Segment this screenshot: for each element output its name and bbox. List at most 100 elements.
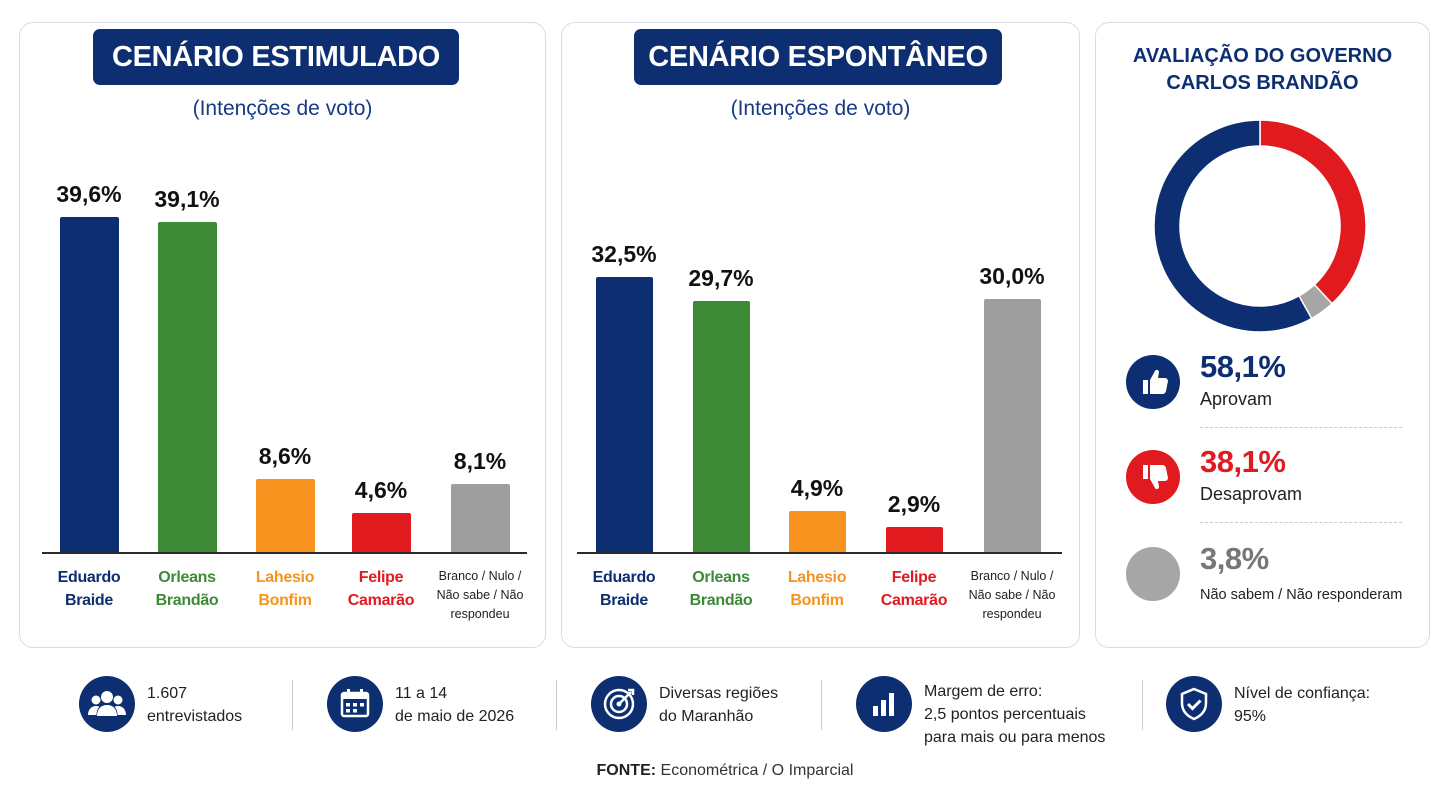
category-label: Lahesio Bonfim bbox=[762, 566, 872, 612]
category-label-line: Brandão bbox=[689, 592, 753, 609]
category-label-line: Orleans bbox=[692, 569, 750, 586]
legend-value: 58,1% bbox=[1200, 349, 1286, 384]
footer-line: para mais ou para menos bbox=[924, 729, 1106, 746]
bar-chart-icon bbox=[856, 676, 912, 732]
bar bbox=[157, 221, 217, 552]
chart-panel-estimulado: CENÁRIO ESTIMULADO (Intenções de voto) 3… bbox=[19, 22, 546, 648]
bar bbox=[788, 510, 846, 552]
footer-line: 1.607 bbox=[147, 685, 188, 702]
category-label-line: Felipe bbox=[358, 569, 404, 586]
footer-line: do Maranhão bbox=[659, 708, 754, 725]
legend-item-aprovam: 58,1% Aprovam bbox=[1126, 349, 1402, 445]
chart-title: CENÁRIO ESTIMULADO bbox=[93, 29, 459, 85]
footer-line: Nível de confiança: bbox=[1234, 685, 1371, 702]
category-label: Lahesio Bonfim bbox=[230, 566, 340, 612]
category-label: Felipe Camarão bbox=[859, 566, 969, 612]
bar-value-label: 4,9% bbox=[790, 474, 844, 501]
category-label: Eduardo Braide bbox=[34, 566, 144, 612]
footer-line: Diversas regiões bbox=[659, 685, 779, 702]
chart-subtitle: (Intenções de voto) bbox=[192, 97, 373, 120]
footer-divider bbox=[556, 680, 557, 730]
chart-title: AVALIAÇÃO DO GOVERNO CARLOS BRANDÃO bbox=[1096, 43, 1429, 97]
target-icon bbox=[591, 676, 647, 732]
bar-value-label: 4,6% bbox=[354, 477, 408, 504]
legend-item-desaprovam: 38,1% Desaprovam bbox=[1126, 444, 1402, 540]
bar bbox=[59, 217, 119, 552]
category-label-line: Camarão bbox=[880, 592, 948, 609]
footer-text: Diversas regiões do Maranhão bbox=[659, 682, 778, 728]
chart-title: CENÁRIO ESPONTÂNEO bbox=[634, 29, 1002, 85]
bar bbox=[983, 298, 1041, 552]
legend-label: Não sabem / Não responderam bbox=[1200, 587, 1403, 603]
category-label-line: Bonfim bbox=[790, 592, 844, 609]
category-label-line: Orleans bbox=[158, 569, 216, 586]
footer-divider bbox=[1142, 680, 1143, 730]
bar bbox=[351, 513, 411, 552]
category-label-line: Braide bbox=[600, 592, 648, 609]
footer-line: 2,5 pontos percentuais bbox=[924, 706, 1086, 723]
x-axis-line bbox=[42, 552, 527, 554]
gray-circle-icon bbox=[1126, 547, 1180, 601]
thumbs-down-icon bbox=[1126, 450, 1180, 504]
donut-chart bbox=[1153, 119, 1367, 333]
legend-value: 3,8% bbox=[1200, 541, 1269, 576]
divider bbox=[1200, 427, 1402, 428]
bar bbox=[885, 527, 943, 552]
footer-text: 11 a 14 de maio de 2026 bbox=[395, 682, 514, 728]
category-label-line: Não sabe / Não bbox=[968, 588, 1056, 602]
category-label-line: respondeu bbox=[982, 607, 1042, 621]
footer-line: 95% bbox=[1234, 708, 1267, 725]
source-label: FONTE: bbox=[596, 762, 657, 779]
category-label-line: Felipe bbox=[891, 569, 937, 586]
people-icon bbox=[79, 676, 135, 732]
shield-icon bbox=[1166, 676, 1222, 732]
category-label-line: Brandão bbox=[155, 592, 219, 609]
bar-value-label: 39,1% bbox=[154, 185, 220, 212]
legend-label: Desaprovam bbox=[1200, 484, 1303, 504]
category-label-line: Eduardo bbox=[592, 569, 656, 586]
category-label: Eduardo Braide bbox=[569, 566, 679, 612]
donut-slice-desaprovam bbox=[1259, 119, 1367, 305]
category-label: Branco / Nulo / Não sabe / Não respondeu bbox=[957, 567, 1067, 624]
chart-title-line: CARLOS BRANDÃO bbox=[1166, 72, 1359, 94]
thumbs-up-icon bbox=[1126, 355, 1180, 409]
footer-text: Margem de erro: 2,5 pontos percentuais p… bbox=[924, 680, 1105, 749]
bar bbox=[692, 301, 750, 552]
chart-panel-espontaneo: CENÁRIO ESPONTÂNEO (Intenções de voto) 3… bbox=[561, 22, 1080, 648]
footer-text: 1.607 entrevistados bbox=[147, 682, 242, 728]
bar-value-label: 8,1% bbox=[453, 447, 507, 474]
footer-divider bbox=[292, 680, 293, 730]
bar-value-label: 32,5% bbox=[591, 241, 657, 268]
footer-line: entrevistados bbox=[147, 708, 243, 725]
legend-item-nao-sabem: 3,8% Não sabem / Não responderam bbox=[1126, 541, 1402, 637]
source-note: FONTE: Econométrica / O Imparcial bbox=[0, 762, 1450, 780]
chart-subtitle: (Intenções de voto) bbox=[730, 97, 911, 120]
category-label-line: Eduardo bbox=[57, 569, 121, 586]
footer-line: 11 a 14 bbox=[395, 685, 448, 702]
category-label-line: Branco / Nulo / bbox=[970, 569, 1054, 583]
bar-value-label: 8,6% bbox=[258, 443, 312, 470]
chart-title-line: AVALIAÇÃO DO GOVERNO bbox=[1132, 45, 1393, 67]
source-text: Econométrica / O Imparcial bbox=[660, 762, 854, 779]
bar-value-label: 30,0% bbox=[979, 262, 1045, 289]
bar bbox=[255, 479, 315, 552]
category-label-line: Branco / Nulo / bbox=[438, 569, 522, 583]
category-label-line: respondeu bbox=[450, 607, 510, 621]
bar-chart-estimulado: 39,6% Eduardo Braide 39,1% Orleans Brandão 8,6… bbox=[20, 23, 545, 647]
category-label-line: Bonfim bbox=[258, 592, 312, 609]
category-label: Orleans Brandão bbox=[666, 566, 776, 612]
bar bbox=[450, 483, 510, 552]
footer-text: Nível de confiança: 95% bbox=[1234, 682, 1370, 728]
category-label-line: Lahesio bbox=[255, 569, 315, 586]
footer-line: Margem de erro: bbox=[924, 683, 1043, 700]
category-label-line: Braide bbox=[65, 592, 113, 609]
category-label: Branco / Nulo / Não sabe / Não respondeu bbox=[425, 567, 535, 624]
category-label-line: Não sabe / Não bbox=[436, 588, 524, 602]
category-label: Felipe Camarão bbox=[326, 566, 436, 612]
chart-panel-avaliacao: AVALIAÇÃO DO GOVERNO CARLOS BRANDÃO 58,1… bbox=[1095, 22, 1430, 648]
category-label-line: Camarão bbox=[347, 592, 415, 609]
footer-divider bbox=[821, 680, 822, 730]
category-label-line: Lahesio bbox=[787, 569, 847, 586]
x-axis-line bbox=[577, 552, 1062, 554]
divider bbox=[1200, 522, 1402, 523]
